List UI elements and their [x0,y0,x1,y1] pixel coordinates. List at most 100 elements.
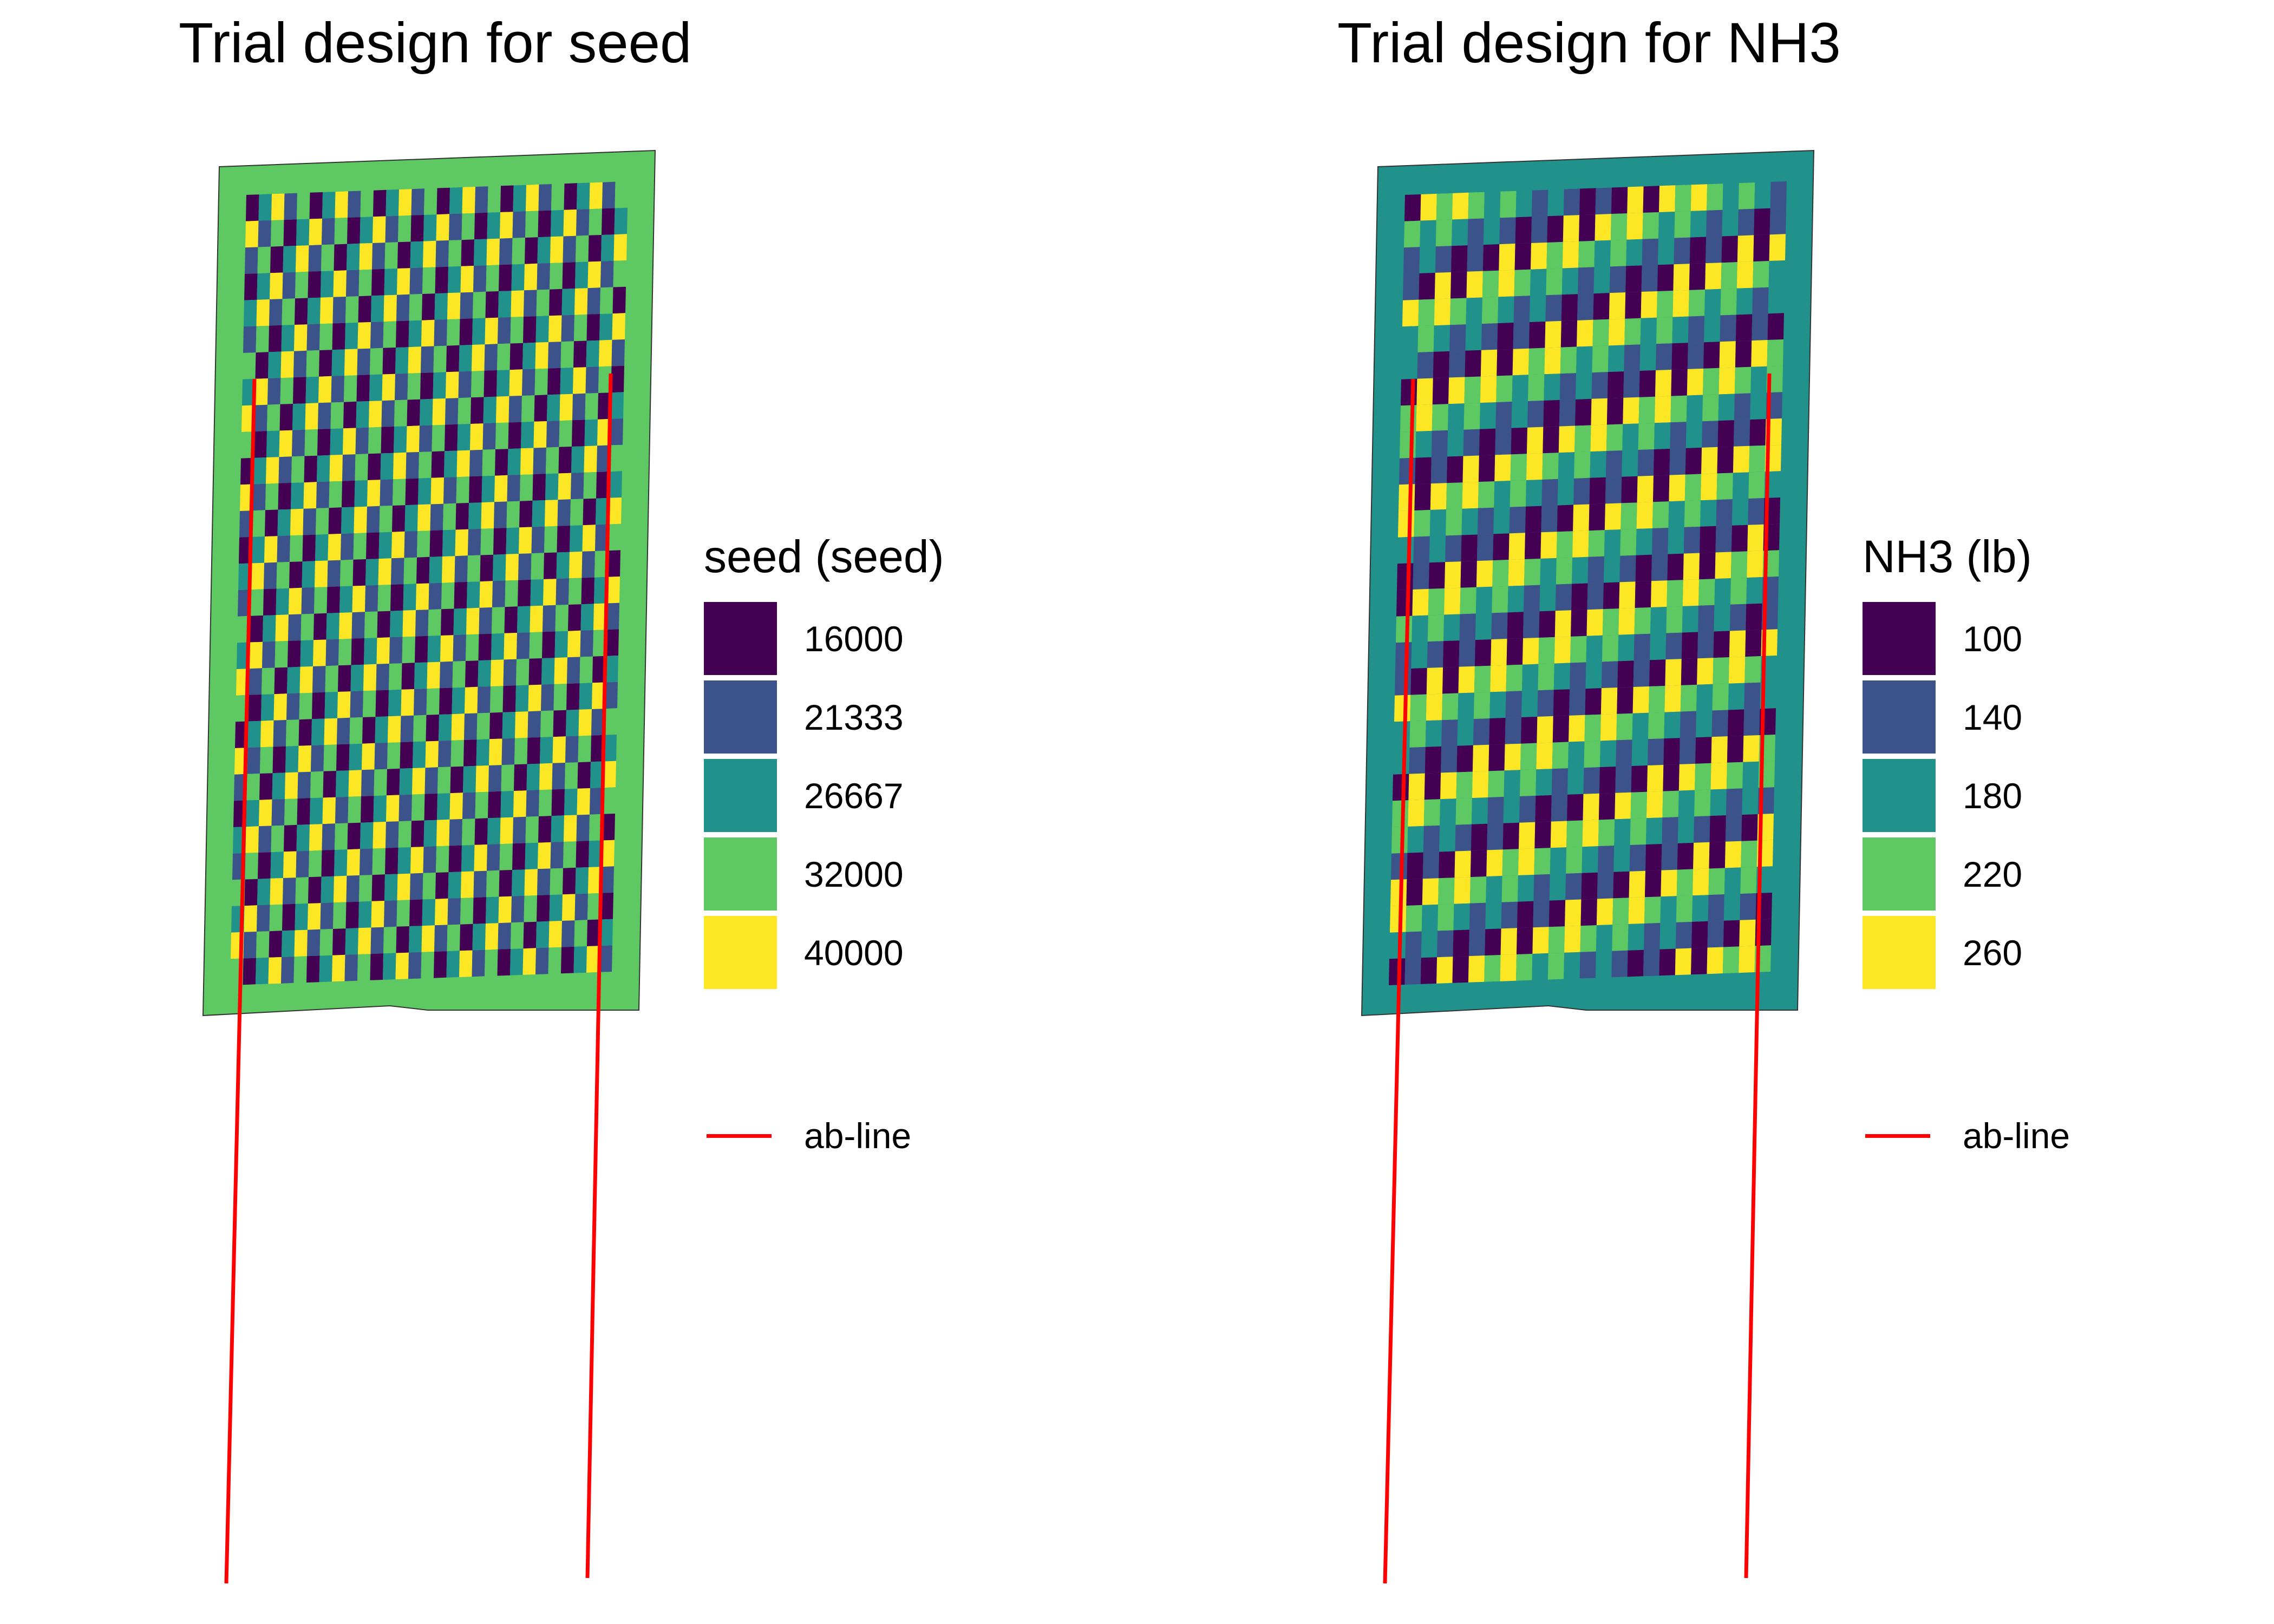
trial-plot-cell [558,473,571,500]
trial-plot-cell [1486,849,1503,877]
trial-plot-cell [1397,563,1414,590]
trial-plot-cell [475,186,488,213]
trial-plot-cell [1488,770,1505,798]
trial-plot-cell [1445,535,1462,562]
trial-plot-cell [1615,792,1631,820]
trial-plot-cell [1673,264,1690,291]
trial-plot-cell [307,929,321,957]
trial-plot-cell [1544,374,1560,401]
trial-plot-cell [1646,817,1663,844]
trial-plot-cell [251,562,264,590]
trial-plot-cell [394,400,408,427]
trial-plot-cell [1460,587,1476,614]
trial-plot-cell [1518,848,1535,875]
trial-plot-cell [261,694,275,721]
trial-plot-cell [487,844,500,871]
trial-plot-cell [1553,689,1570,716]
trial-plot-cell [1736,261,1754,289]
trial-plot-cell [489,712,503,739]
trial-plot-cell [453,634,466,662]
trial-plot-cell [406,425,420,453]
trial-plot-cell [506,501,520,528]
trial-plot-cell [432,398,446,425]
trial-plot-cell [560,341,574,368]
trial-plot-cell [336,744,350,771]
trial-plot-cell [411,188,424,215]
trial-plot-cell [248,695,262,722]
trial-plot-cell [295,298,308,325]
trial-plot-cell [358,927,371,954]
trial-plot-cell [1459,640,1475,667]
trial-plot-cell [1557,478,1574,506]
trial-plot-cell [397,241,411,269]
trial-plot-cell [1411,641,1428,669]
trial-plot-cell [1743,709,1760,736]
trial-plot-cell [496,396,509,423]
trial-plot-cell [592,682,605,709]
trial-plot-cell [432,424,445,452]
trial-plot-cell [1580,899,1597,926]
trial-plot-cell [1675,921,1693,949]
trial-plot-cell [1573,477,1590,505]
trial-plot-cell [1497,323,1514,350]
trial-plot-cell [435,872,449,899]
trial-plot-cell [249,668,262,695]
trial-plot-cell [503,659,517,686]
trial-plot-cell [575,261,589,289]
trial-plot-cell [1686,395,1703,422]
trial-plot-cell [465,660,479,687]
trial-plot-cell [285,772,298,799]
trial-plot-cell [1528,374,1545,401]
trial-plot-cell [421,925,435,952]
trial-plot-cell [476,712,490,740]
trial-plot-cell [257,273,270,300]
trial-plot-cell [263,588,277,615]
trial-plot-cell [448,266,461,293]
trial-plot-cell [455,503,469,530]
trial-plot-cell [472,924,486,951]
trial-plot-cell [1474,665,1491,693]
trial-plot-cell [1578,240,1595,268]
trial-plot-cell [611,339,625,366]
trial-plot-cell [398,821,411,848]
trial-plot-cell [1426,667,1443,695]
trial-plot-cell [1579,188,1596,215]
trial-plot-cell [522,369,535,396]
trial-plot-cell [1458,692,1474,720]
trial-plot-cell [500,791,514,818]
trial-plot-cell [1592,345,1609,373]
trial-plot-cell [445,424,458,451]
trial-plot-cell [1442,666,1459,694]
trial-plot-cell [546,447,559,474]
trial-plot-cell [583,472,597,499]
trial-plot-cell [534,368,548,396]
trial-plot-cell [269,904,283,932]
trial-plot-cell [1569,689,1586,716]
trial-plot-cell [275,614,289,641]
trial-plot-cell [270,878,283,905]
trial-plot-cell [451,713,465,741]
trial-plot-cell [430,503,443,531]
trial-plot-cell [1419,272,1435,300]
trial-plot-cell [376,664,389,691]
trial-plot-cell [1444,587,1461,615]
trial-plot-cell [1461,534,1478,562]
trial-plot-cell [508,422,521,449]
trial-plot-cell [424,188,437,215]
trial-plot-cell [1511,427,1527,455]
trial-plot-cell [1587,582,1604,610]
trial-plot-cell [600,260,614,288]
trial-plot-cell [397,268,410,295]
trial-plot-cell [447,319,460,346]
trial-plot-cell [1427,614,1445,642]
trial-plot-cell [467,581,480,608]
trial-plot-cell [385,215,398,243]
trial-plot-cell [298,719,312,746]
trial-plot-cell [322,218,335,245]
trial-plot-cell [1663,738,1680,765]
trial-plot-cell [572,393,586,421]
trial-plot-cell [1706,236,1722,264]
trial-plot-cell [341,507,355,534]
trial-plot-cell [1427,641,1444,668]
trial-plot-cell [520,474,533,501]
